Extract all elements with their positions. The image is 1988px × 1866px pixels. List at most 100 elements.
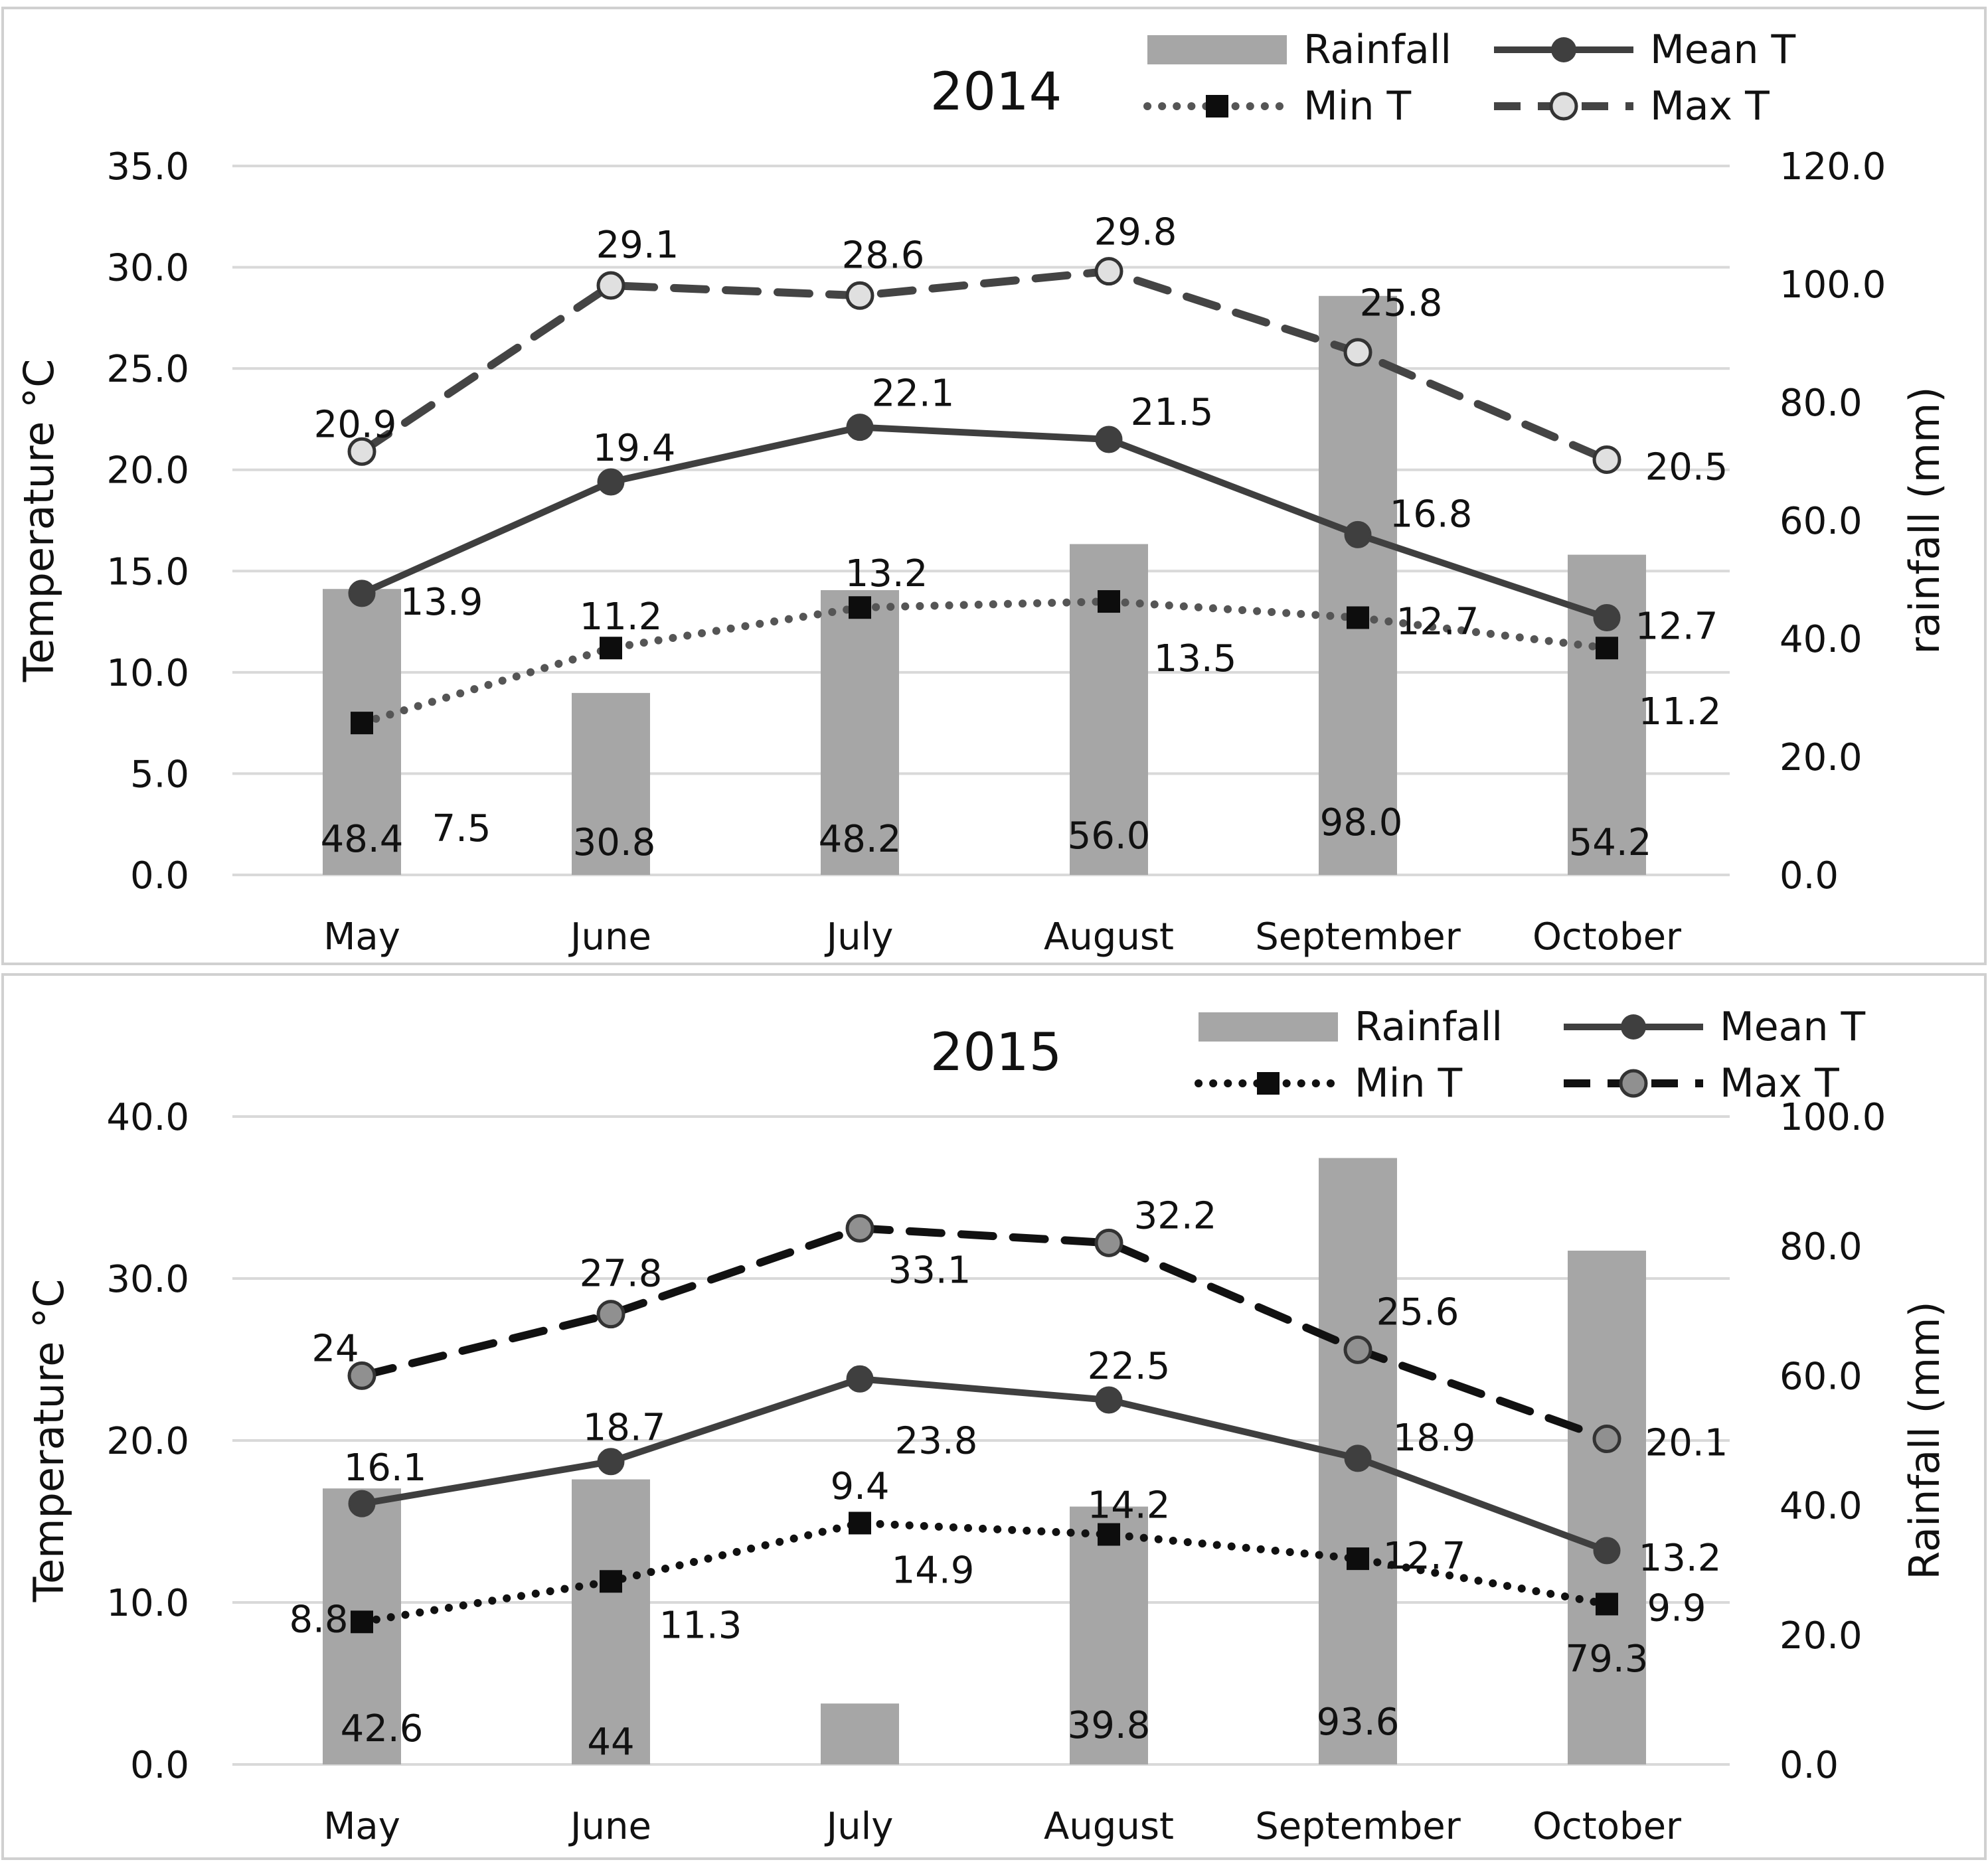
point-mean-t-July [846,414,874,441]
y2-tick-label: 0.0 [1780,1744,1839,1787]
x-tick-label: October [1532,1805,1682,1848]
y2-tick-label: 100.0 [1780,1096,1886,1139]
data-label-min-t: 14.2 [1088,1484,1171,1527]
y2-tick-label: 40.0 [1780,618,1863,661]
data-label-mean-t: 18.9 [1393,1417,1476,1460]
bar-rainfall-September [1319,295,1397,875]
y-tick-label: 30.0 [106,1258,189,1301]
y2-tick-label: 100.0 [1780,264,1886,307]
x-tick-label: May [323,1805,400,1848]
data-label-max-t: 29.1 [596,224,679,267]
point-max-t-June [596,271,625,300]
x-tick-label: October [1532,915,1682,959]
legend-label-mean-t: Mean T [1720,1004,1866,1050]
point-max-t-August [1094,1228,1123,1257]
point-min-t-June [600,1570,622,1593]
point-max-t-May [347,1361,376,1390]
x-tick-label: September [1255,1805,1461,1848]
data-label-rainfall: 98.0 [1320,801,1403,844]
x-tick-label: July [825,915,894,959]
data-label-max-t: 32.2 [1134,1194,1217,1237]
data-label-mean-t: 12.7 [1635,605,1718,648]
point-max-t-August [1094,257,1123,286]
x-tick-label: August [1044,915,1174,959]
y2-tick-label: 0.0 [1780,854,1839,897]
y-tick-label: 10.0 [106,652,189,695]
y2-axis-title: Rainfall (mm) [1900,1301,1949,1579]
y2-tick-label: 80.0 [1780,1225,1863,1269]
data-label-rainfall: 93.6 [1317,1701,1400,1744]
point-max-t-September [1343,338,1372,367]
data-label-rainfall: 56.0 [1068,815,1151,858]
y2-tick-label: 20.0 [1780,1614,1863,1658]
y-tick-label: 35.0 [106,145,189,189]
data-label-mean-t: 21.5 [1131,391,1214,434]
data-label-min-t: 7.5 [432,807,491,850]
data-label-mean-t: 16.1 [344,1446,427,1490]
legend-marker-min-t [1257,1072,1280,1095]
data-label-mean-t: 13.2 [1639,1537,1722,1580]
legend-label-min-t: Min T [1355,1060,1463,1107]
data-label-mean-t: 22.5 [1088,1345,1171,1388]
point-mean-t-August [1095,426,1123,453]
y-tick-label: 40.0 [106,1096,189,1139]
chart-title: 2015 [930,1023,1062,1083]
bar-rainfall-June [572,692,650,875]
data-label-min-t: 13.2 [845,552,928,595]
point-mean-t-June [597,1448,625,1476]
data-label-rainfall: 48.2 [819,818,902,861]
point-mean-t-October [1593,603,1621,631]
point-min-t-July [849,596,871,619]
point-min-t-August [1098,590,1120,613]
point-min-t-May [351,712,373,735]
line-mean-t [359,424,1610,621]
bar-rainfall-October [1568,1251,1646,1764]
y-tick-label: 15.0 [106,550,189,593]
line-max-t [358,1224,1611,1443]
y-axis-title: Temperature °C [25,1279,73,1603]
data-label-max-t: 20.9 [314,403,397,446]
point-min-t-October [1596,1593,1618,1616]
x-tick-label: September [1255,915,1461,959]
y-tick-label: 20.0 [106,449,189,493]
y2-axis-title: rainfall (mm) [1900,386,1949,654]
data-label-mean-t: 13.9 [400,581,483,624]
legend-label-rainfall: Rainfall [1355,1004,1503,1050]
y-tick-label: 30.0 [106,247,189,290]
point-max-t-May [347,437,376,466]
x-tick-label: June [568,1805,651,1848]
point-mean-t-October [1593,1537,1621,1565]
panel-border [1,7,1987,965]
y-tick-label: 25.0 [106,348,189,391]
point-min-t-May [351,1610,373,1634]
y2-tick-label: 120.0 [1780,145,1886,189]
legend-marker-max-t [1619,1069,1648,1098]
y-axis-title: Temperature °C [15,359,63,683]
y-tick-label: 10.0 [106,1582,189,1625]
point-max-t-October [1592,1425,1621,1454]
bar-rainfall-June [572,1479,650,1764]
data-label-max-t: 25.8 [1360,282,1443,325]
point-mean-t-May [348,1490,376,1517]
data-label-rainfall: 42.6 [341,1707,424,1750]
point-mean-t-June [597,468,625,496]
legend-label-max-t: Max T [1720,1060,1839,1107]
legend-label-max-t: Max T [1650,83,1770,129]
point-min-t-August [1098,1523,1120,1546]
point-min-t-June [600,637,622,660]
data-label-max-t: 29.8 [1094,211,1177,254]
bar-rainfall-July [821,1703,899,1764]
chart-panel-2015: 0.0 10.0 20.0 30.0 40.0 0.0 20.0 40.0 60.0 80.0 10… [1,973,1987,1860]
point-max-t-October [1592,445,1621,474]
y2-tick-label: 80.0 [1780,382,1863,425]
panel-border [1,973,1987,1860]
data-label-rainfall: 39.8 [1068,1704,1151,1747]
data-label-rainfall: 79.3 [1566,1638,1649,1681]
point-min-t-October [1596,637,1618,660]
point-min-t-September [1347,1547,1369,1571]
legend-label-mean-t: Mean T [1650,27,1796,73]
data-label-mean-t: 16.8 [1390,493,1473,536]
data-label-min-t: 12.7 [1383,1535,1466,1578]
